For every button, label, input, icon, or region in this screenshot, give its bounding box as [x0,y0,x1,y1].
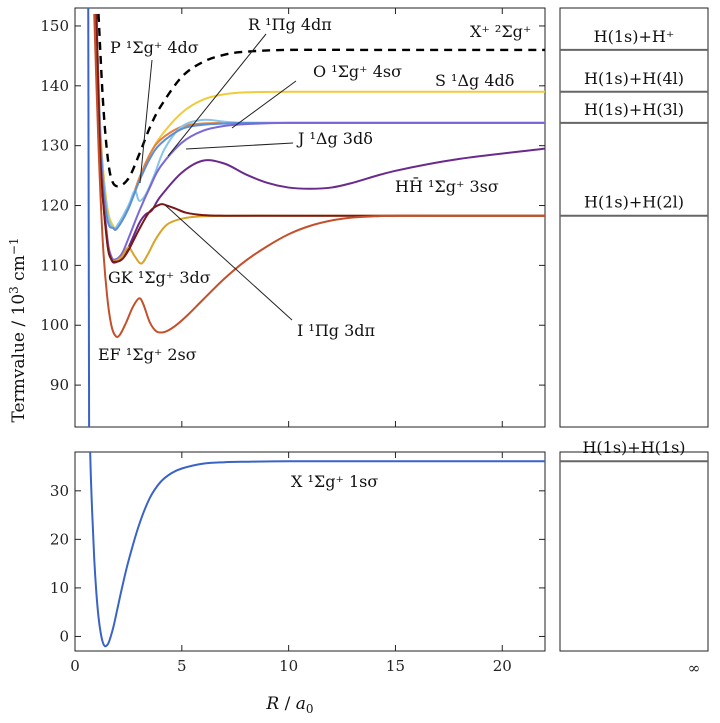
x-tick-label: 20 [493,657,512,675]
curve-S [95,13,545,230]
y-tick-label: 150 [40,17,69,35]
curve-label-R: R ¹Πg 4dπ [248,15,332,34]
curve-X [89,452,545,648]
curve-EF [93,13,545,338]
leader-line-I [164,204,293,321]
y-tick-label: 20 [50,530,69,548]
y-tick-label: 0 [59,627,69,645]
asymptote-label: H(1s)+H(3l) [584,100,684,119]
leader-line-P [139,59,153,184]
top-panel-frame [74,7,546,428]
y-tick-label: 120 [40,197,69,215]
curve-ion [97,13,545,188]
curve-label-O: O ¹Σg⁺ 4sσ [313,62,402,81]
bottom-limit-frame [559,451,709,652]
bottom-panel-frame [74,451,546,652]
curve-I [95,13,545,263]
y-tick-label: 140 [40,77,69,95]
x-tick-label: 0 [70,657,80,675]
asymptote-label: H(1s)+H(1s) [582,438,685,457]
x-tick-label: 10 [279,657,298,675]
leader-line-O [231,80,297,129]
infinity-tick-label: ∞ [688,659,701,677]
y-tick-label: 10 [50,579,69,597]
y-tick-label: 90 [50,376,69,394]
curve-label-ion: X⁺ ²Σg⁺ [470,22,531,41]
y-tick-label: 30 [50,482,69,500]
y-tick-label: 110 [40,256,69,274]
curve-label-GK: GK ¹Σg⁺ 3dσ [108,268,211,287]
curve-label-I: I ¹Πg 3dπ [297,321,375,340]
asymptote-label: H(1s)+H(2l) [584,193,684,212]
leader-line-R [167,33,267,157]
x-tick-label: 5 [177,657,187,675]
curve-label-EF: EF ¹Σg⁺ 2sσ [98,345,197,364]
leader-line-J [185,142,294,150]
curve-label-J: J ¹Δg 3dδ [296,129,373,148]
asymptote-label: H(1s)+H⁺ [594,27,675,46]
y-tick-label: 100 [40,316,69,334]
top-limit-frame [559,7,709,428]
curve-label-P: P ¹Σg⁺ 4dσ [110,38,199,57]
curve-label-HH: HH̄ ¹Σg⁺ 3sσ [395,175,499,196]
curve-label-X: X ¹Σg⁺ 1sσ [291,472,378,491]
curve-label-S: S ¹Δg 4dδ [435,71,514,90]
asymptote-label: H(1s)+H(4l) [584,69,684,88]
x-axis-title: R / a0 [265,694,313,716]
x-tick-label: 15 [386,657,405,675]
y-tick-label: 130 [40,137,69,155]
y-axis-title: Termvalue / 103 cm−1 [7,237,29,422]
curve-X-wall [87,7,91,428]
